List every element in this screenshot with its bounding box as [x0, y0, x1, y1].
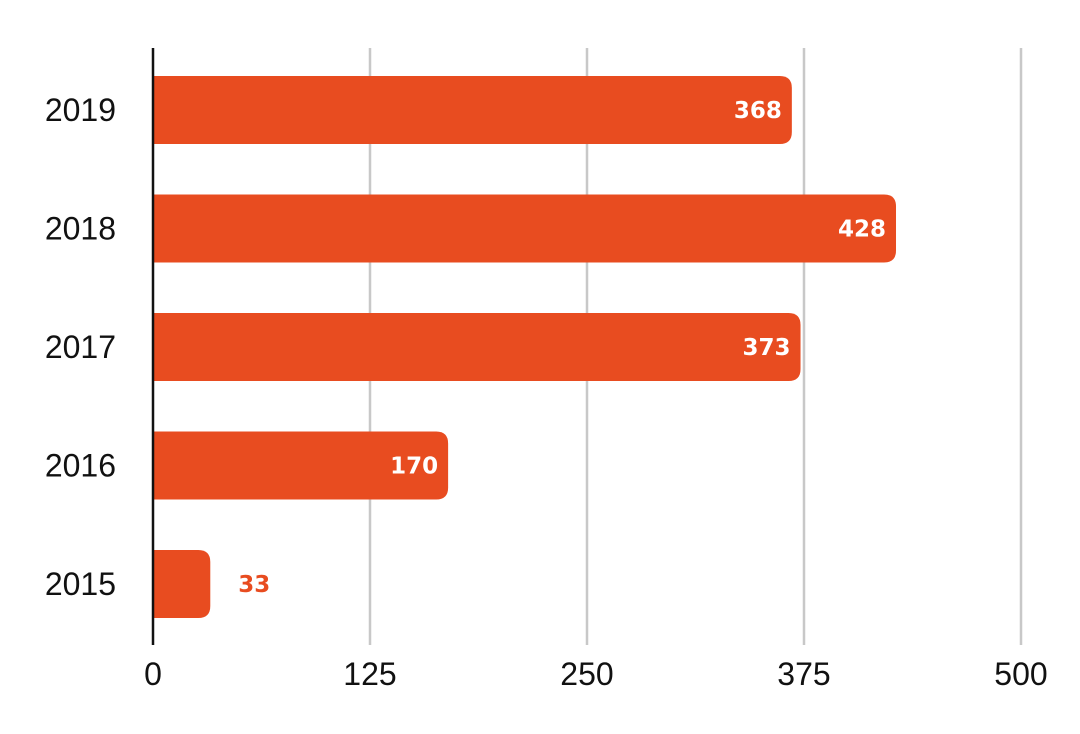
x-tick-label-250: 250 — [560, 656, 613, 692]
category-label-2017: 2017 — [45, 329, 116, 365]
category-label-2018: 2018 — [45, 211, 116, 247]
bar-2016 — [153, 431, 449, 500]
bar-2019 — [153, 76, 792, 144]
bar-layer — [153, 76, 897, 618]
bar-2018 — [153, 194, 897, 263]
category-label-2016: 2016 — [45, 448, 116, 484]
category-label-2019: 2019 — [45, 92, 116, 128]
data-label-2019: 368 — [734, 98, 782, 124]
x-tick-label-0: 0 — [144, 656, 162, 692]
x-tick-label-500: 500 — [994, 656, 1047, 692]
bar-2015 — [153, 550, 211, 618]
data-label-2018: 428 — [838, 217, 886, 243]
label-layer: 0 125 250 375 500 2019 368 2018 428 2017 373 2016 17… — [45, 92, 1048, 692]
x-tick-label-125: 125 — [343, 656, 396, 692]
data-label-2015: 33 — [238, 572, 270, 598]
data-label-2017: 373 — [743, 335, 791, 361]
x-tick-label-375: 375 — [777, 656, 830, 692]
category-label-2015: 2015 — [45, 566, 116, 602]
bar-2017 — [153, 313, 801, 381]
data-label-2016: 170 — [390, 454, 438, 480]
